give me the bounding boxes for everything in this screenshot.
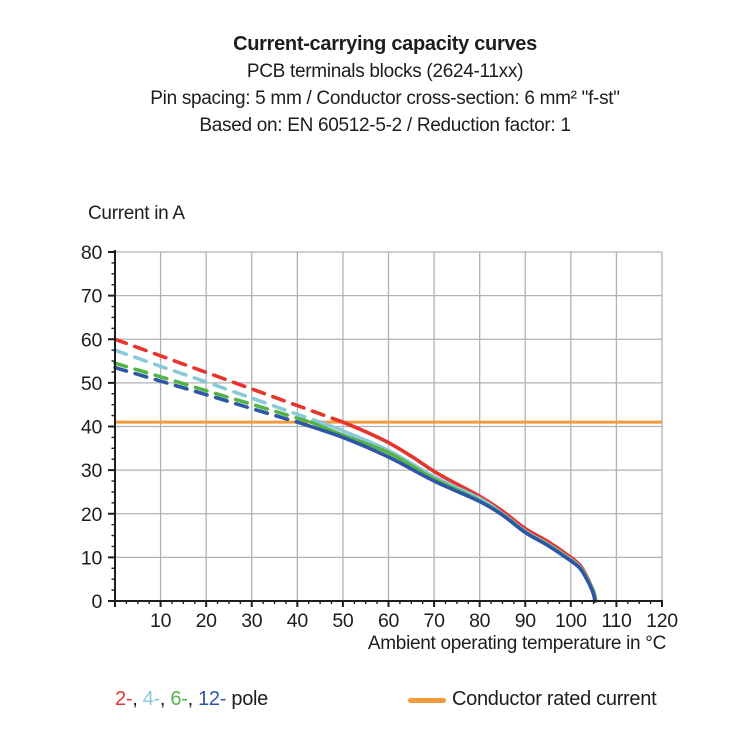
x-tick-label: 110 bbox=[601, 610, 632, 632]
legend-pole-group: 2-, 4-, 6-, 12- pole bbox=[115, 688, 268, 711]
legend-pole-item: 12- bbox=[198, 688, 227, 710]
x-tick-label: 100 bbox=[555, 610, 587, 632]
y-tick-label: 40 bbox=[81, 417, 103, 439]
chart-title: Current-carrying capacity curves bbox=[233, 33, 537, 55]
x-tick-label: 10 bbox=[150, 610, 172, 632]
curve-dashed-2-pole bbox=[113, 337, 345, 424]
legend-pole-separator: , bbox=[187, 688, 199, 710]
y-tick-label: 70 bbox=[81, 286, 103, 308]
x-axis-title: Ambient operating temperature in °C bbox=[367, 633, 666, 654]
y-tick-label: 20 bbox=[81, 504, 103, 526]
legend-pole-item: 6- bbox=[170, 688, 188, 710]
x-tick-label: 70 bbox=[424, 610, 446, 632]
rated-current-swatch bbox=[408, 698, 446, 703]
y-tick-label: 30 bbox=[81, 460, 103, 482]
legend-pole-suffix: pole bbox=[226, 688, 268, 710]
legend-pole-separator: , bbox=[159, 688, 171, 710]
x-tick-label: 60 bbox=[378, 610, 400, 632]
legend-row: 2-, 4-, 6-, 12- pole Conductor rated cur… bbox=[0, 688, 750, 718]
y-tick-label: 60 bbox=[81, 329, 103, 351]
chart-subtitle-basis: Based on: EN 60512-5-2 / Reduction facto… bbox=[199, 115, 571, 136]
curve-dashed-12-pole bbox=[113, 365, 300, 424]
x-tick-label: 80 bbox=[469, 610, 491, 632]
rated-current-label: Conductor rated current bbox=[452, 688, 657, 710]
x-tick-label: 40 bbox=[287, 610, 309, 632]
y-tick-label: 50 bbox=[81, 373, 103, 395]
legend-pole-separator: , bbox=[132, 688, 143, 710]
y-tick-label: 0 bbox=[91, 591, 102, 613]
curve-dashed-4-pole bbox=[113, 348, 322, 424]
y-axis-title: Current in A bbox=[88, 203, 185, 224]
curve-solid-4-pole bbox=[318, 420, 598, 603]
x-tick-label: 50 bbox=[332, 610, 354, 632]
chart-subtitle-spec: Pin spacing: 5 mm / Conductor cross-sect… bbox=[150, 88, 620, 109]
curve-dashed-6-pole bbox=[113, 361, 313, 424]
curve-solid-12-pole bbox=[295, 420, 597, 603]
title-block: Current-carrying capacity curves PCB ter… bbox=[20, 31, 750, 139]
x-tick-label: 120 bbox=[646, 610, 678, 632]
y-tick-label: 80 bbox=[81, 242, 103, 264]
curve-solid-6-pole bbox=[309, 420, 598, 603]
legend-pole-item: 2- bbox=[115, 688, 133, 710]
y-tick-label: 10 bbox=[81, 547, 103, 569]
legend-pole-item: 4- bbox=[142, 688, 160, 710]
chart-subtitle-product: PCB terminals blocks (2624-11xx) bbox=[246, 61, 524, 82]
x-tick-label: 90 bbox=[515, 610, 537, 632]
x-tick-label: 20 bbox=[196, 610, 218, 632]
x-tick-label: 30 bbox=[241, 610, 263, 632]
